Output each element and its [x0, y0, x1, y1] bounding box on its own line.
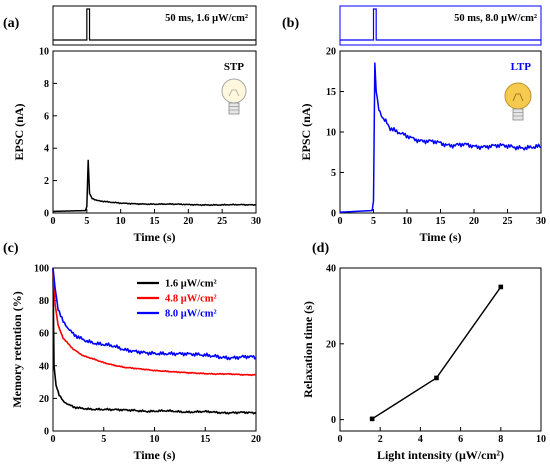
- legend-label: 4.8 μW/cm²: [165, 294, 217, 305]
- panel-b: (b) 50 ms, 8.0 μW/cm² LTP 0 5 10 15 20 25 30 0 5…: [282, 5, 546, 244]
- y-axis-label: EPSC (nA): [12, 103, 26, 160]
- pulse-label-b: 50 ms, 8.0 μW/cm²: [454, 13, 537, 24]
- y-tick-label: 40: [39, 361, 49, 372]
- y-tick-label: 0: [331, 415, 336, 426]
- panel-letter-b: (b): [282, 16, 299, 31]
- y-tick-label: 80: [39, 296, 49, 307]
- plot-frame: [52, 50, 257, 214]
- y-tick-label: 20: [39, 394, 49, 405]
- data-series-line: [339, 62, 542, 213]
- x-tick-label: 20: [469, 216, 479, 227]
- legend-label: 8.0 μW/cm²: [165, 309, 217, 320]
- panel-c: (c) 0 5 10 15 20 0 20 40 60 80 100 Time (s) Memory r…: [3, 241, 261, 462]
- panel-letter-c: (c): [3, 241, 19, 256]
- x-axis-label: Light intensity (μW/cm²): [377, 448, 504, 462]
- pulse-label-a: 50 ms, 1.6 μW/cm²: [165, 13, 248, 24]
- x-tick-label: 20: [183, 216, 193, 227]
- y-tick-label: 6: [44, 111, 49, 122]
- x-tick-label: 8: [498, 434, 503, 445]
- y-tick-label: 60: [39, 329, 49, 340]
- x-tick-label: 10: [536, 434, 546, 445]
- ltp-label: LTP: [511, 61, 532, 73]
- x-tick-label: 0: [338, 434, 343, 445]
- x-tick-label: 10: [116, 216, 126, 227]
- x-tick-label: 15: [436, 216, 446, 227]
- x-tick-label: 15: [150, 216, 160, 227]
- data-point: [369, 416, 375, 422]
- x-tick-label: 0: [51, 434, 56, 445]
- x-tick-label: 10: [402, 216, 412, 227]
- y-axis-label: Relaxation time (s): [301, 301, 315, 398]
- data-series-line: [52, 159, 257, 213]
- plot-frame: [339, 267, 542, 432]
- x-tick-label: 30: [536, 216, 546, 227]
- panel-d: (d) 0 2 4 6 8 10 0 20 40 Light intensity (μW/cm²)…: [301, 241, 546, 462]
- x-tick-label: 15: [200, 434, 210, 445]
- y-tick-label: 0: [44, 427, 49, 438]
- y-tick-label: 4: [44, 144, 49, 155]
- y-tick-label: 100: [34, 264, 49, 275]
- x-tick-label: 5: [84, 216, 89, 227]
- light-pulse-trace: [340, 8, 541, 41]
- lightbulb-icon-bright: [504, 82, 532, 121]
- y-tick-label: 0: [44, 209, 49, 220]
- pulse-frame: [52, 5, 257, 46]
- x-tick-label: 5: [371, 216, 376, 227]
- y-tick-label: 15: [326, 87, 336, 98]
- x-tick-label: 0: [338, 216, 343, 227]
- pulse-frame: [339, 5, 542, 46]
- x-tick-label: 25: [503, 216, 513, 227]
- x-axis-label: Time (s): [133, 448, 175, 462]
- data-series-line: [52, 267, 257, 415]
- data-point: [498, 284, 504, 290]
- y-tick-label: 8: [44, 79, 49, 90]
- x-tick-label: 2: [378, 434, 383, 445]
- y-axis-label: Memory retention (%): [10, 291, 24, 407]
- x-tick-label: 20: [251, 434, 261, 445]
- x-axis-label: Time (s): [419, 230, 461, 244]
- panel-letter-a: (a): [3, 16, 20, 31]
- x-axis-label: Time (s): [133, 230, 175, 244]
- lightbulb-icon-dim: [221, 78, 247, 115]
- x-tick-label: 0: [51, 216, 56, 227]
- y-tick-label: 10: [326, 128, 336, 139]
- data-series-line: [371, 286, 502, 420]
- data-series-line: [52, 267, 257, 361]
- x-tick-label: 25: [217, 216, 227, 227]
- panel-letter-d: (d): [312, 241, 329, 256]
- y-tick-label: 0: [331, 209, 336, 220]
- x-tick-label: 30: [251, 216, 261, 227]
- legend-label: 1.6 μW/cm²: [165, 279, 217, 290]
- y-tick-label: 10: [39, 47, 49, 58]
- y-axis-label: EPSC (nA): [299, 103, 313, 160]
- data-series-line: [52, 267, 257, 377]
- plot-frame: [339, 50, 542, 214]
- data-point: [434, 375, 439, 381]
- x-tick-label: 6: [458, 434, 463, 445]
- x-tick-label: 5: [101, 434, 106, 445]
- y-tick-label: 2: [44, 176, 49, 187]
- plot-frame: [52, 267, 257, 432]
- y-tick-label: 20: [326, 47, 336, 58]
- x-tick-label: 10: [150, 434, 160, 445]
- x-tick-label: 4: [418, 434, 423, 445]
- y-tick-label: 5: [331, 168, 336, 179]
- stp-label: STP: [224, 61, 244, 73]
- panel-a: (a) 50 ms, 1.6 μW/cm² STP 0 5 10 15 20 25 30 0 2…: [3, 5, 261, 244]
- light-pulse-trace: [53, 8, 256, 41]
- y-tick-label: 20: [326, 339, 336, 350]
- y-tick-label: 40: [326, 264, 336, 275]
